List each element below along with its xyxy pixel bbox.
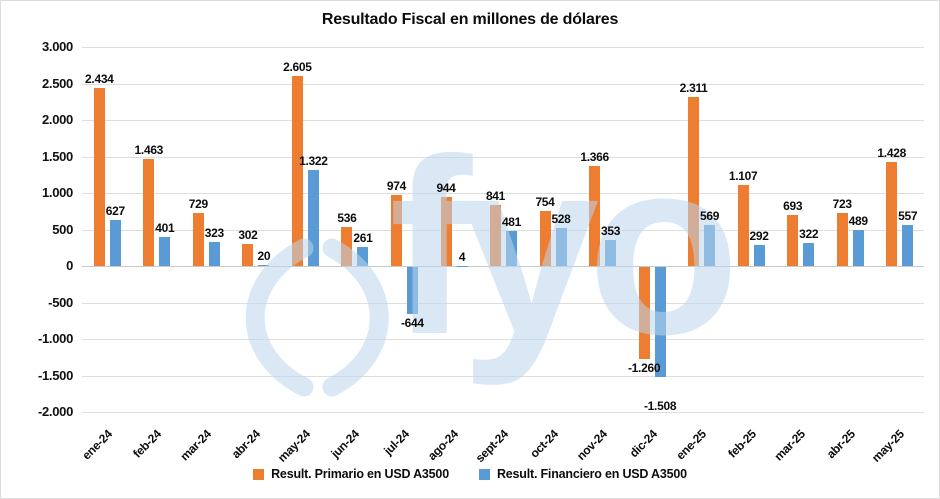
bar-value-label-financiero-mar-25: 322: [799, 226, 819, 241]
bar-financiero-jul-24: [406, 267, 418, 314]
bar-value-label-primario-nov-24: 1.366: [580, 150, 609, 165]
bar-value-label-primario-jul-24: 974: [386, 178, 406, 193]
bar-financiero-abr-24: [258, 264, 270, 266]
bar-financiero-oct-24: [555, 227, 567, 266]
y-axis-tick-label: 3.000: [41, 39, 73, 54]
chart-title: Resultado Fiscal en millones de dólares: [321, 11, 619, 28]
bar-value-label-primario-may-24: 2.605: [283, 59, 312, 74]
bar-financiero-mar-24: [208, 242, 220, 266]
bar-value-label-financiero-jul-24: -644: [400, 316, 424, 330]
watermark-left-paren: [245, 238, 314, 397]
y-axis-tick-label: -1.000: [37, 331, 73, 346]
legend-item-financiero: Result. Financiero en USD A3500: [478, 467, 687, 481]
bar-financiero-ene-24: [109, 220, 121, 266]
bar-primario-abr-25: [836, 213, 848, 266]
bar-value-label-financiero-feb-24: 401: [155, 220, 175, 235]
bar-value-label-financiero-may-25: 557: [898, 209, 918, 224]
bar-primario-ago-24: [440, 197, 452, 266]
bar-value-label-financiero-abr-25: 489: [848, 214, 868, 229]
bar-primario-ene-25: [688, 97, 700, 266]
bar-primario-mar-25: [787, 215, 799, 266]
y-axis-tick-label: 0: [66, 258, 73, 273]
chart-legend: Result. Primario en USD A3500 Result. Fi…: [1, 467, 939, 481]
bar-value-label-primario-abr-25: 723: [832, 197, 852, 212]
bar-primario-oct-24: [539, 211, 551, 266]
bar-value-label-primario-jun-24: 536: [337, 210, 357, 225]
legend-item-primario: Result. Primario en USD A3500: [253, 467, 449, 481]
y-axis-tick-label: 500: [52, 221, 73, 237]
legend-label-financiero: Result. Financiero en USD A3500: [496, 467, 687, 481]
gridline: [82, 120, 924, 121]
bar-financiero-mar-25: [803, 242, 815, 266]
bar-value-label-financiero-dic-24: -1.508: [643, 399, 677, 414]
bar-primario-nov-24: [589, 166, 601, 266]
bar-value-label-financiero-mar-24: 323: [204, 226, 224, 241]
y-axis-tick-label: 1.000: [41, 185, 73, 200]
bar-financiero-may-24: [307, 169, 319, 266]
gridline: [82, 375, 924, 377]
bar-value-label-primario-mar-24: 729: [188, 196, 208, 211]
bar-financiero-may-25: [902, 225, 914, 266]
legend-label-primario: Result. Primario en USD A3500: [271, 467, 449, 481]
bar-financiero-feb-25: [753, 244, 765, 266]
y-axis-tick-label: 1.500: [41, 148, 73, 164]
bar-value-label-financiero-nov-24: 353: [601, 224, 621, 239]
bar-value-label-primario-sept-24: 841: [485, 188, 506, 203]
y-axis-tick-label: -1.500: [37, 367, 73, 383]
bar-value-label-primario-dic-24: -1.260: [627, 361, 661, 375]
bar-primario-may-24: [291, 75, 303, 266]
bar-value-label-primario-mar-25: 693: [783, 199, 803, 214]
bar-primario-feb-24: [143, 159, 155, 266]
watermark-right-paren: [322, 238, 389, 397]
bar-financiero-jun-24: [357, 246, 369, 266]
bar-value-label-primario-ene-25: 2.311: [679, 81, 708, 96]
bar-primario-ene-24: [93, 88, 105, 266]
gridline: [82, 193, 924, 194]
y-axis-tick-label: -500: [48, 294, 73, 310]
gridline: [82, 302, 924, 304]
bar-value-label-financiero-oct-24: 528: [551, 211, 571, 226]
y-axis-tick-label: 2.000: [41, 112, 73, 127]
bar-financiero-dic-24: [654, 267, 666, 378]
gridline: [82, 156, 924, 158]
y-axis-tick-label: 2.500: [41, 75, 73, 91]
bar-value-label-primario-ene-24: 2.434: [85, 72, 114, 87]
bar-value-label-primario-feb-25: 1.107: [728, 169, 758, 184]
gridline: [82, 339, 924, 340]
bar-financiero-abr-25: [852, 230, 864, 266]
legend-swatch-primario: [253, 468, 265, 480]
bar-primario-mar-24: [192, 212, 204, 266]
gridline: [82, 47, 924, 48]
bar-value-label-primario-may-25: 1.428: [877, 145, 906, 160]
bar-primario-feb-25: [737, 185, 749, 266]
bar-primario-may-25: [886, 161, 898, 266]
bar-value-label-financiero-feb-25: 292: [749, 228, 769, 243]
bar-financiero-ago-24: [456, 265, 468, 266]
bar-financiero-ene-25: [704, 224, 716, 266]
gridline: [82, 229, 924, 231]
bar-value-label-primario-oct-24: 754: [535, 195, 555, 209]
bar-value-label-primario-ago-24: 944: [436, 181, 456, 196]
bar-value-label-financiero-ago-24: 4: [458, 249, 466, 264]
legend-swatch-financiero: [478, 468, 490, 480]
bar-primario-dic-24: [638, 267, 650, 359]
bar-financiero-feb-24: [159, 236, 171, 266]
y-axis-tick-label: -2.000: [37, 404, 73, 419]
bar-primario-jul-24: [390, 194, 402, 266]
gridline: [82, 412, 924, 413]
bar-value-label-financiero-ene-25: 569: [700, 208, 720, 223]
bar-value-label-financiero-jun-24: 261: [353, 230, 373, 245]
bar-value-label-primario-feb-24: 1.463: [134, 143, 164, 158]
bar-primario-sept-24: [490, 204, 501, 266]
gridline: [82, 83, 924, 85]
bar-value-label-financiero-ene-24: 627: [105, 204, 125, 219]
gridline: [82, 266, 924, 267]
bar-value-label-financiero-abr-24: 20: [257, 248, 271, 263]
bar-value-label-financiero-sept-24: 481: [501, 214, 522, 229]
bar-financiero-nov-24: [605, 240, 617, 266]
bar-financiero-sept-24: [506, 230, 517, 266]
bar-value-label-financiero-may-24: 1.322: [299, 153, 328, 168]
